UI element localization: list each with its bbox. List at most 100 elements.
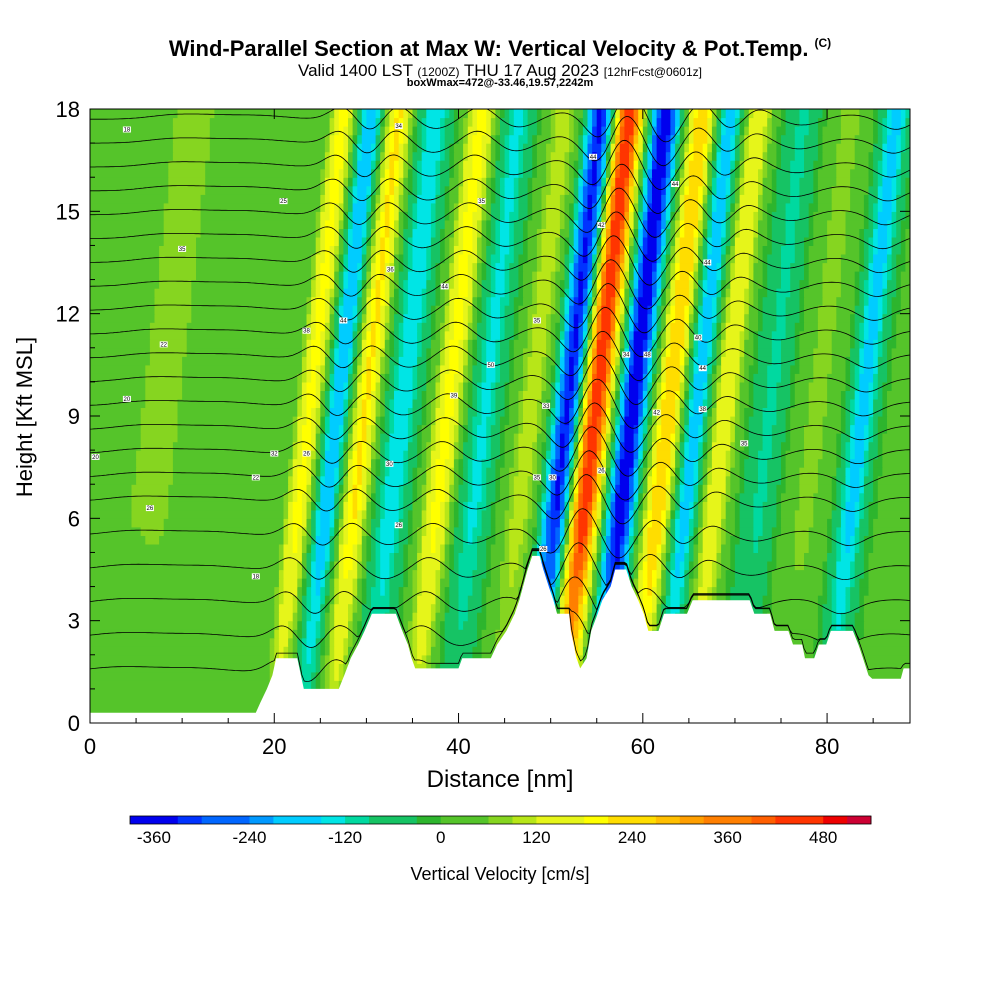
w-cell xyxy=(371,305,377,315)
w-cell xyxy=(297,595,303,605)
w-cell xyxy=(380,450,386,460)
w-cell xyxy=(394,245,400,255)
w-cell xyxy=(343,475,349,485)
w-cell xyxy=(790,407,810,417)
w-cell xyxy=(329,407,344,417)
w-cell xyxy=(730,535,741,545)
w-cell xyxy=(440,620,446,630)
w-cell xyxy=(361,484,367,494)
w-cell xyxy=(467,339,473,349)
w-cell xyxy=(758,364,768,374)
w-cell xyxy=(647,416,653,426)
w-cell xyxy=(509,347,515,357)
w-cell xyxy=(799,288,805,298)
w-cell xyxy=(384,467,390,477)
w-cell xyxy=(297,398,303,408)
w-cell xyxy=(532,509,538,519)
w-cell xyxy=(854,288,860,298)
w-cell xyxy=(324,254,331,264)
w-cell xyxy=(804,552,828,562)
w-cell xyxy=(744,484,759,494)
w-cell xyxy=(808,271,824,281)
w-cell xyxy=(739,390,750,400)
w-cell xyxy=(467,347,473,357)
w-cell xyxy=(813,518,828,528)
w-cell xyxy=(426,347,432,357)
w-cell xyxy=(642,492,648,502)
w-cell xyxy=(827,543,833,553)
w-cell xyxy=(652,595,658,605)
w-cell xyxy=(868,271,874,281)
w-cell xyxy=(661,262,667,272)
w-cell xyxy=(490,254,501,264)
w-cell xyxy=(559,518,566,528)
w-cell xyxy=(348,441,354,451)
w-cell xyxy=(334,654,344,664)
w-cell xyxy=(301,433,312,443)
w-cell xyxy=(417,535,423,545)
w-cell xyxy=(665,381,681,391)
w-cell xyxy=(587,543,593,553)
w-cell xyxy=(394,381,400,391)
w-cell xyxy=(868,398,874,408)
w-cell xyxy=(352,612,363,622)
w-cell xyxy=(840,288,856,298)
w-cell xyxy=(444,330,455,340)
w-cell xyxy=(334,262,340,272)
w-cell xyxy=(343,313,354,323)
w-cell xyxy=(748,433,764,443)
w-cell xyxy=(578,433,584,443)
w-cell xyxy=(417,578,423,588)
w-cell xyxy=(730,586,768,596)
w-cell xyxy=(817,458,837,468)
w-cell xyxy=(868,578,910,588)
w-cell xyxy=(629,390,639,400)
w-cell xyxy=(794,347,800,357)
w-cell xyxy=(490,433,501,443)
w-cell xyxy=(767,271,782,281)
w-cell xyxy=(435,492,446,502)
w-cell xyxy=(449,552,455,562)
w-cell xyxy=(675,441,681,451)
w-cell xyxy=(555,450,561,460)
w-cell xyxy=(684,398,690,408)
w-cell xyxy=(500,492,510,502)
w-cell xyxy=(467,424,473,434)
w-cell xyxy=(596,561,602,571)
w-cell xyxy=(523,416,538,426)
w-cell xyxy=(555,322,561,332)
w-cell xyxy=(592,364,598,374)
w-cell xyxy=(343,450,349,460)
w-cell xyxy=(868,526,874,536)
w-cell xyxy=(656,603,662,613)
w-cell xyxy=(845,501,856,511)
w-cell xyxy=(301,518,308,528)
w-cell xyxy=(582,586,589,596)
w-cell xyxy=(854,612,865,622)
w-cell xyxy=(389,424,395,434)
w-cell xyxy=(527,373,542,383)
w-cell xyxy=(711,398,718,408)
w-cell xyxy=(698,296,704,306)
w-cell xyxy=(863,450,870,460)
w-cell xyxy=(725,458,731,468)
w-cell xyxy=(311,467,317,477)
w-cell xyxy=(320,526,331,536)
w-cell xyxy=(182,373,298,383)
w-cell xyxy=(315,569,321,579)
w-cell xyxy=(559,433,566,443)
w-cell xyxy=(463,475,469,485)
w-cell xyxy=(642,356,648,366)
w-cell xyxy=(352,330,358,340)
w-cell xyxy=(629,347,635,357)
w-cell xyxy=(380,322,386,332)
w-cell xyxy=(762,416,777,426)
w-cell xyxy=(430,356,441,366)
w-cell xyxy=(366,373,372,383)
w-cell xyxy=(559,254,566,264)
w-cell xyxy=(306,492,312,502)
w-cell xyxy=(592,586,598,596)
w-cell xyxy=(582,279,589,289)
w-cell xyxy=(753,518,764,528)
w-cell xyxy=(486,586,501,596)
